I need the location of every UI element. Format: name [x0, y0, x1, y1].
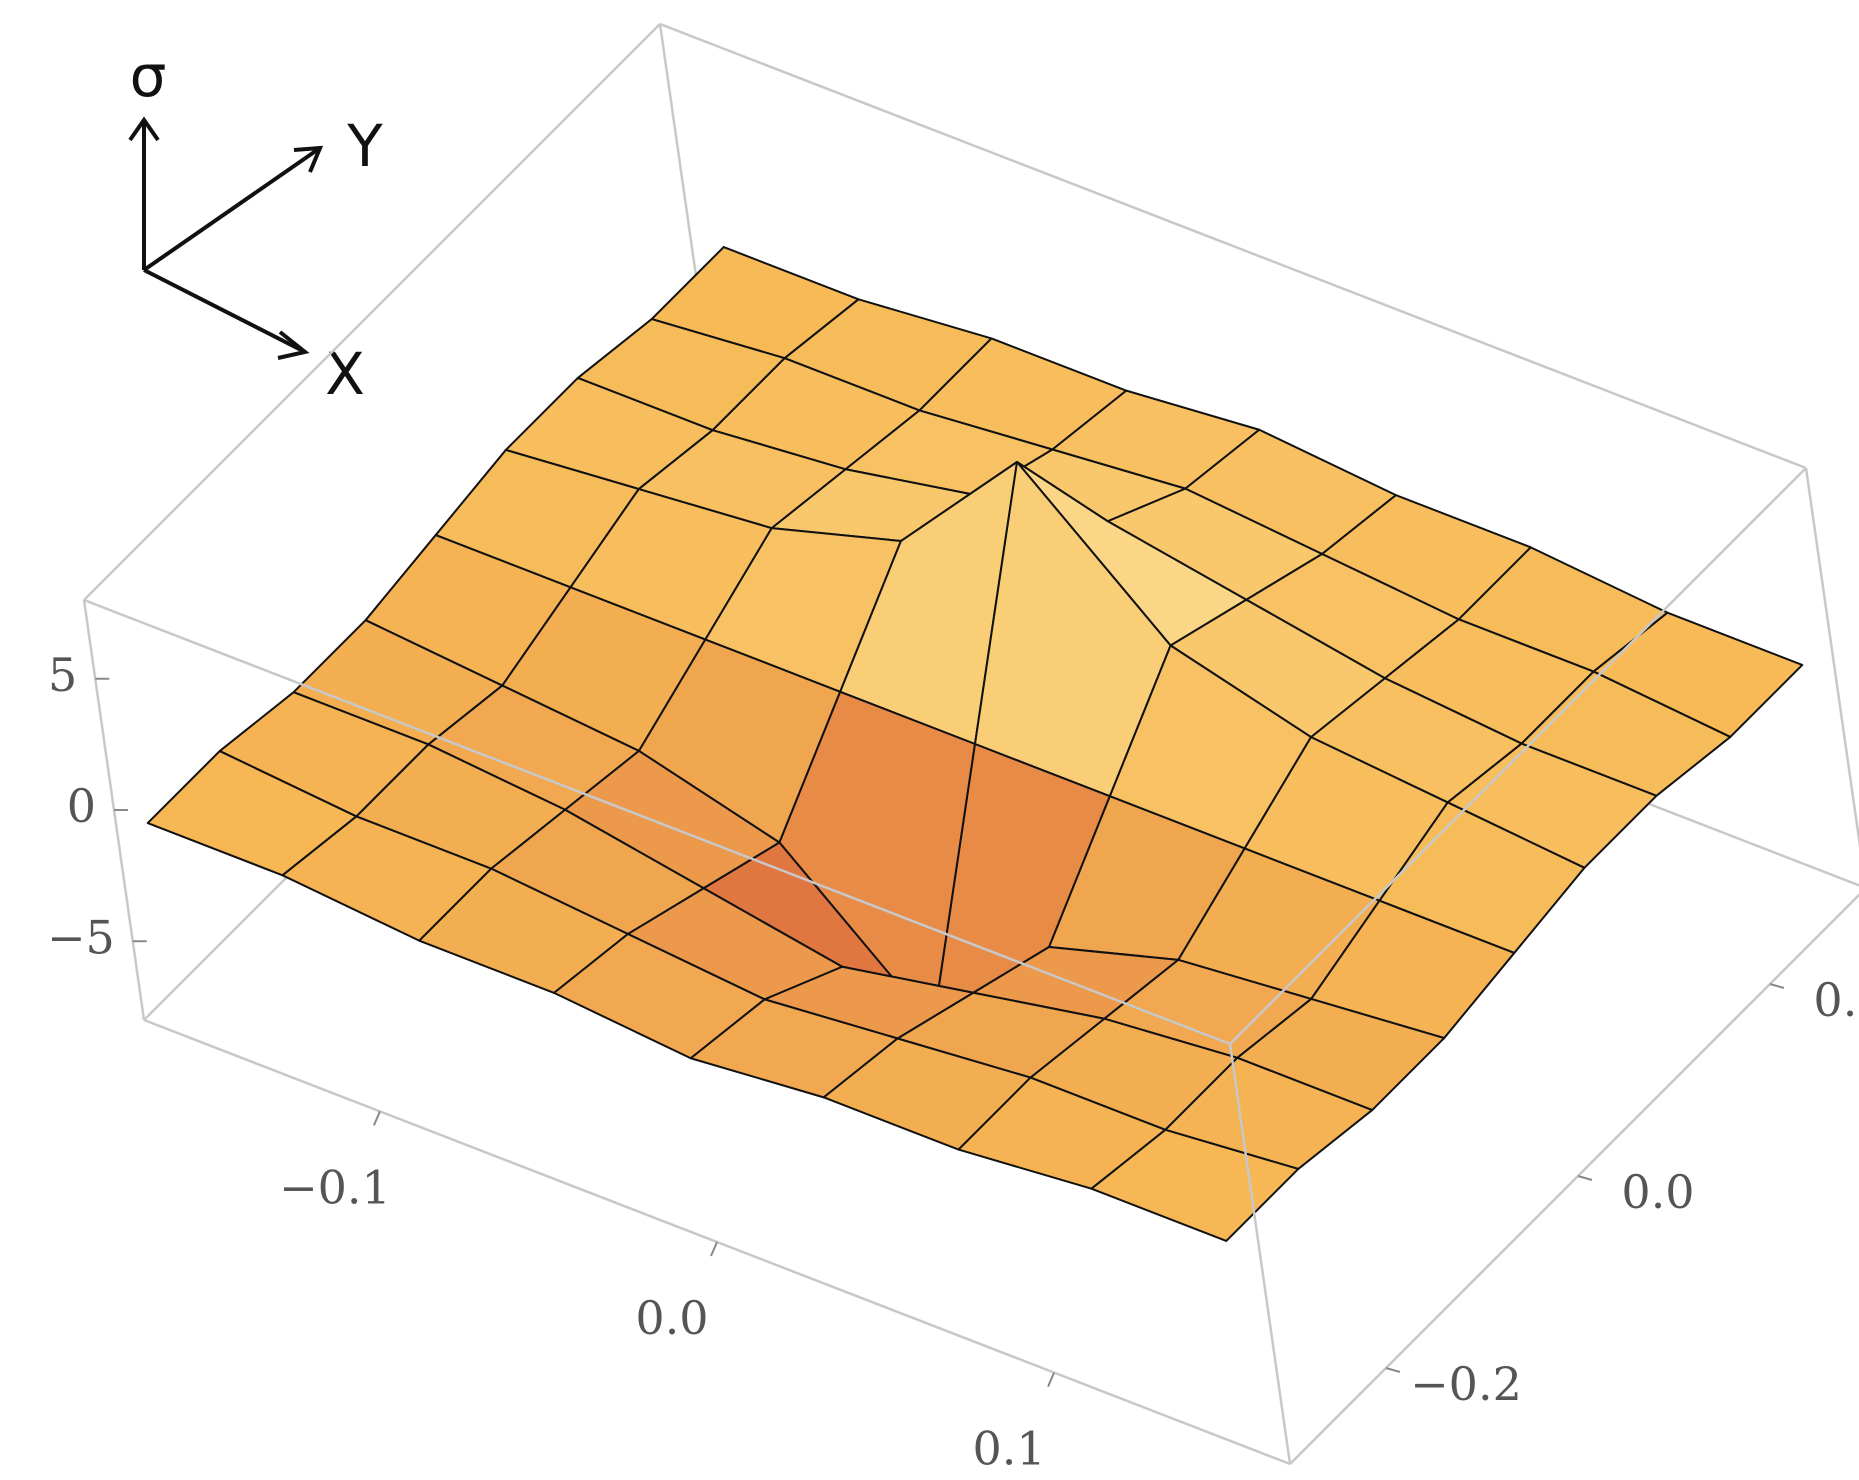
x-arrow	[143, 268, 306, 354]
box-edge	[1228, 1043, 1292, 1465]
z-axis-label: σ	[130, 42, 167, 110]
y-tick	[1385, 1367, 1401, 1373]
z-tick-label: 5	[48, 648, 77, 702]
box-edge	[83, 598, 1231, 1046]
box-edge	[1804, 467, 1859, 848]
arrow-head	[128, 116, 160, 142]
box-edge	[1229, 467, 1807, 1045]
x-tick	[373, 1111, 381, 1126]
y-tick-label: −0.2	[1410, 1357, 1522, 1411]
axis-inset: σ Y X	[128, 42, 383, 408]
y-tick	[1577, 1175, 1593, 1181]
y-tick	[1769, 983, 1785, 989]
x-axis-label: X	[325, 340, 365, 408]
z-tick-label: 0	[67, 779, 96, 833]
y-axis-label: Y	[346, 112, 383, 180]
x-tick-label: 0.1	[972, 1422, 1045, 1476]
x-tick	[1047, 1372, 1055, 1387]
y-tick-label: 0.2	[1813, 973, 1859, 1027]
y-arrow	[142, 146, 322, 272]
x-tick-label: −0.1	[279, 1160, 391, 1214]
arrow-head	[277, 330, 310, 360]
y-tick-label: 0.0	[1621, 1165, 1694, 1219]
z-tick-label: −5	[47, 910, 115, 964]
box-edge	[83, 23, 661, 601]
x-tick	[710, 1241, 718, 1257]
arrow-head	[293, 145, 324, 173]
x-tick-label: 0.0	[635, 1291, 708, 1345]
box-edge	[659, 22, 1807, 470]
